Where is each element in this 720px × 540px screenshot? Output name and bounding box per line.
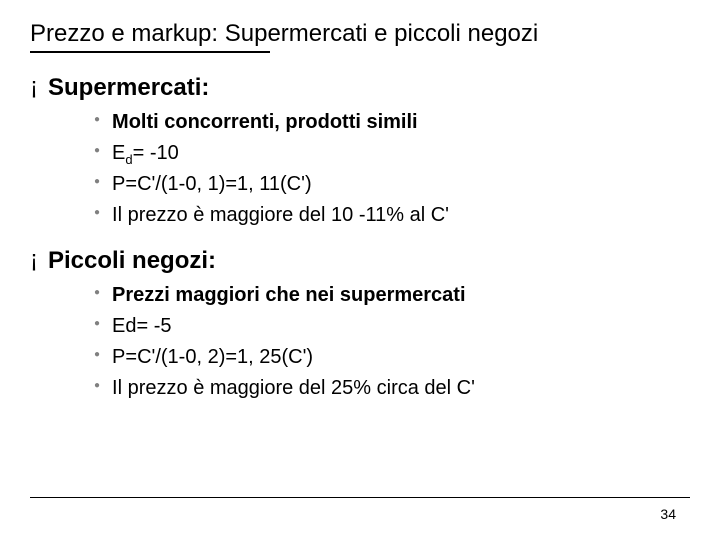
list-item-text: Il prezzo è maggiore del 10 -11% al C' <box>112 202 449 228</box>
list-item-text: Molti concorrenti, prodotti simili <box>112 109 418 135</box>
list-item-text: Il prezzo è maggiore del 25% circa del C… <box>112 375 475 401</box>
dot-bullet-icon: ● <box>94 375 100 397</box>
ring-bullet-icon: ¡ <box>30 246 38 275</box>
dot-bullet-icon: ● <box>94 202 100 224</box>
title-text: Prezzo e markup: Supermercati e piccoli … <box>30 20 538 47</box>
section-heading: ¡ Supermercati: <box>30 73 690 103</box>
list-item: ● P=C'/(1-0, 1)=1, 11(C') <box>94 171 690 197</box>
list-item: ● Ed= -10 <box>94 140 690 166</box>
section-items: ● Prezzi maggiori che nei supermercati ●… <box>30 282 690 401</box>
slide: Prezzo e markup: Supermercati e piccoli … <box>0 0 720 540</box>
list-item: ● Il prezzo è maggiore del 10 -11% al C' <box>94 202 690 228</box>
section-heading-text: Piccoli negozi: <box>48 246 216 276</box>
list-item: ● Molti concorrenti, prodotti simili <box>94 109 690 135</box>
list-item-text: Ed= -10 <box>112 140 179 166</box>
list-item-text: Prezzi maggiori che nei supermercati <box>112 282 465 308</box>
list-item: ● Ed= -5 <box>94 313 690 339</box>
section-items: ● Molti concorrenti, prodotti simili ● E… <box>30 109 690 228</box>
list-item: ● P=C'/(1-0, 2)=1, 25(C') <box>94 344 690 370</box>
section-heading: ¡ Piccoli negozi: <box>30 246 690 276</box>
title-underline <box>30 51 270 53</box>
dot-bullet-icon: ● <box>94 313 100 335</box>
list-item: ● Prezzi maggiori che nei supermercati <box>94 282 690 308</box>
ring-bullet-icon: ¡ <box>30 73 38 102</box>
slide-title: Prezzo e markup: Supermercati e piccoli … <box>30 18 690 51</box>
page-number: 34 <box>660 506 676 522</box>
list-item: ● Il prezzo è maggiore del 25% circa del… <box>94 375 690 401</box>
footer-divider <box>30 497 690 498</box>
dot-bullet-icon: ● <box>94 109 100 131</box>
list-item-text: P=C'/(1-0, 1)=1, 11(C') <box>112 171 312 197</box>
dot-bullet-icon: ● <box>94 282 100 304</box>
content-area: ¡ Supermercati: ● Molti concorrenti, pro… <box>30 73 690 401</box>
dot-bullet-icon: ● <box>94 344 100 366</box>
dot-bullet-icon: ● <box>94 140 100 162</box>
dot-bullet-icon: ● <box>94 171 100 193</box>
list-item-text: Ed= -5 <box>112 313 171 339</box>
list-item-text: P=C'/(1-0, 2)=1, 25(C') <box>112 344 313 370</box>
section-heading-text: Supermercati: <box>48 73 209 103</box>
